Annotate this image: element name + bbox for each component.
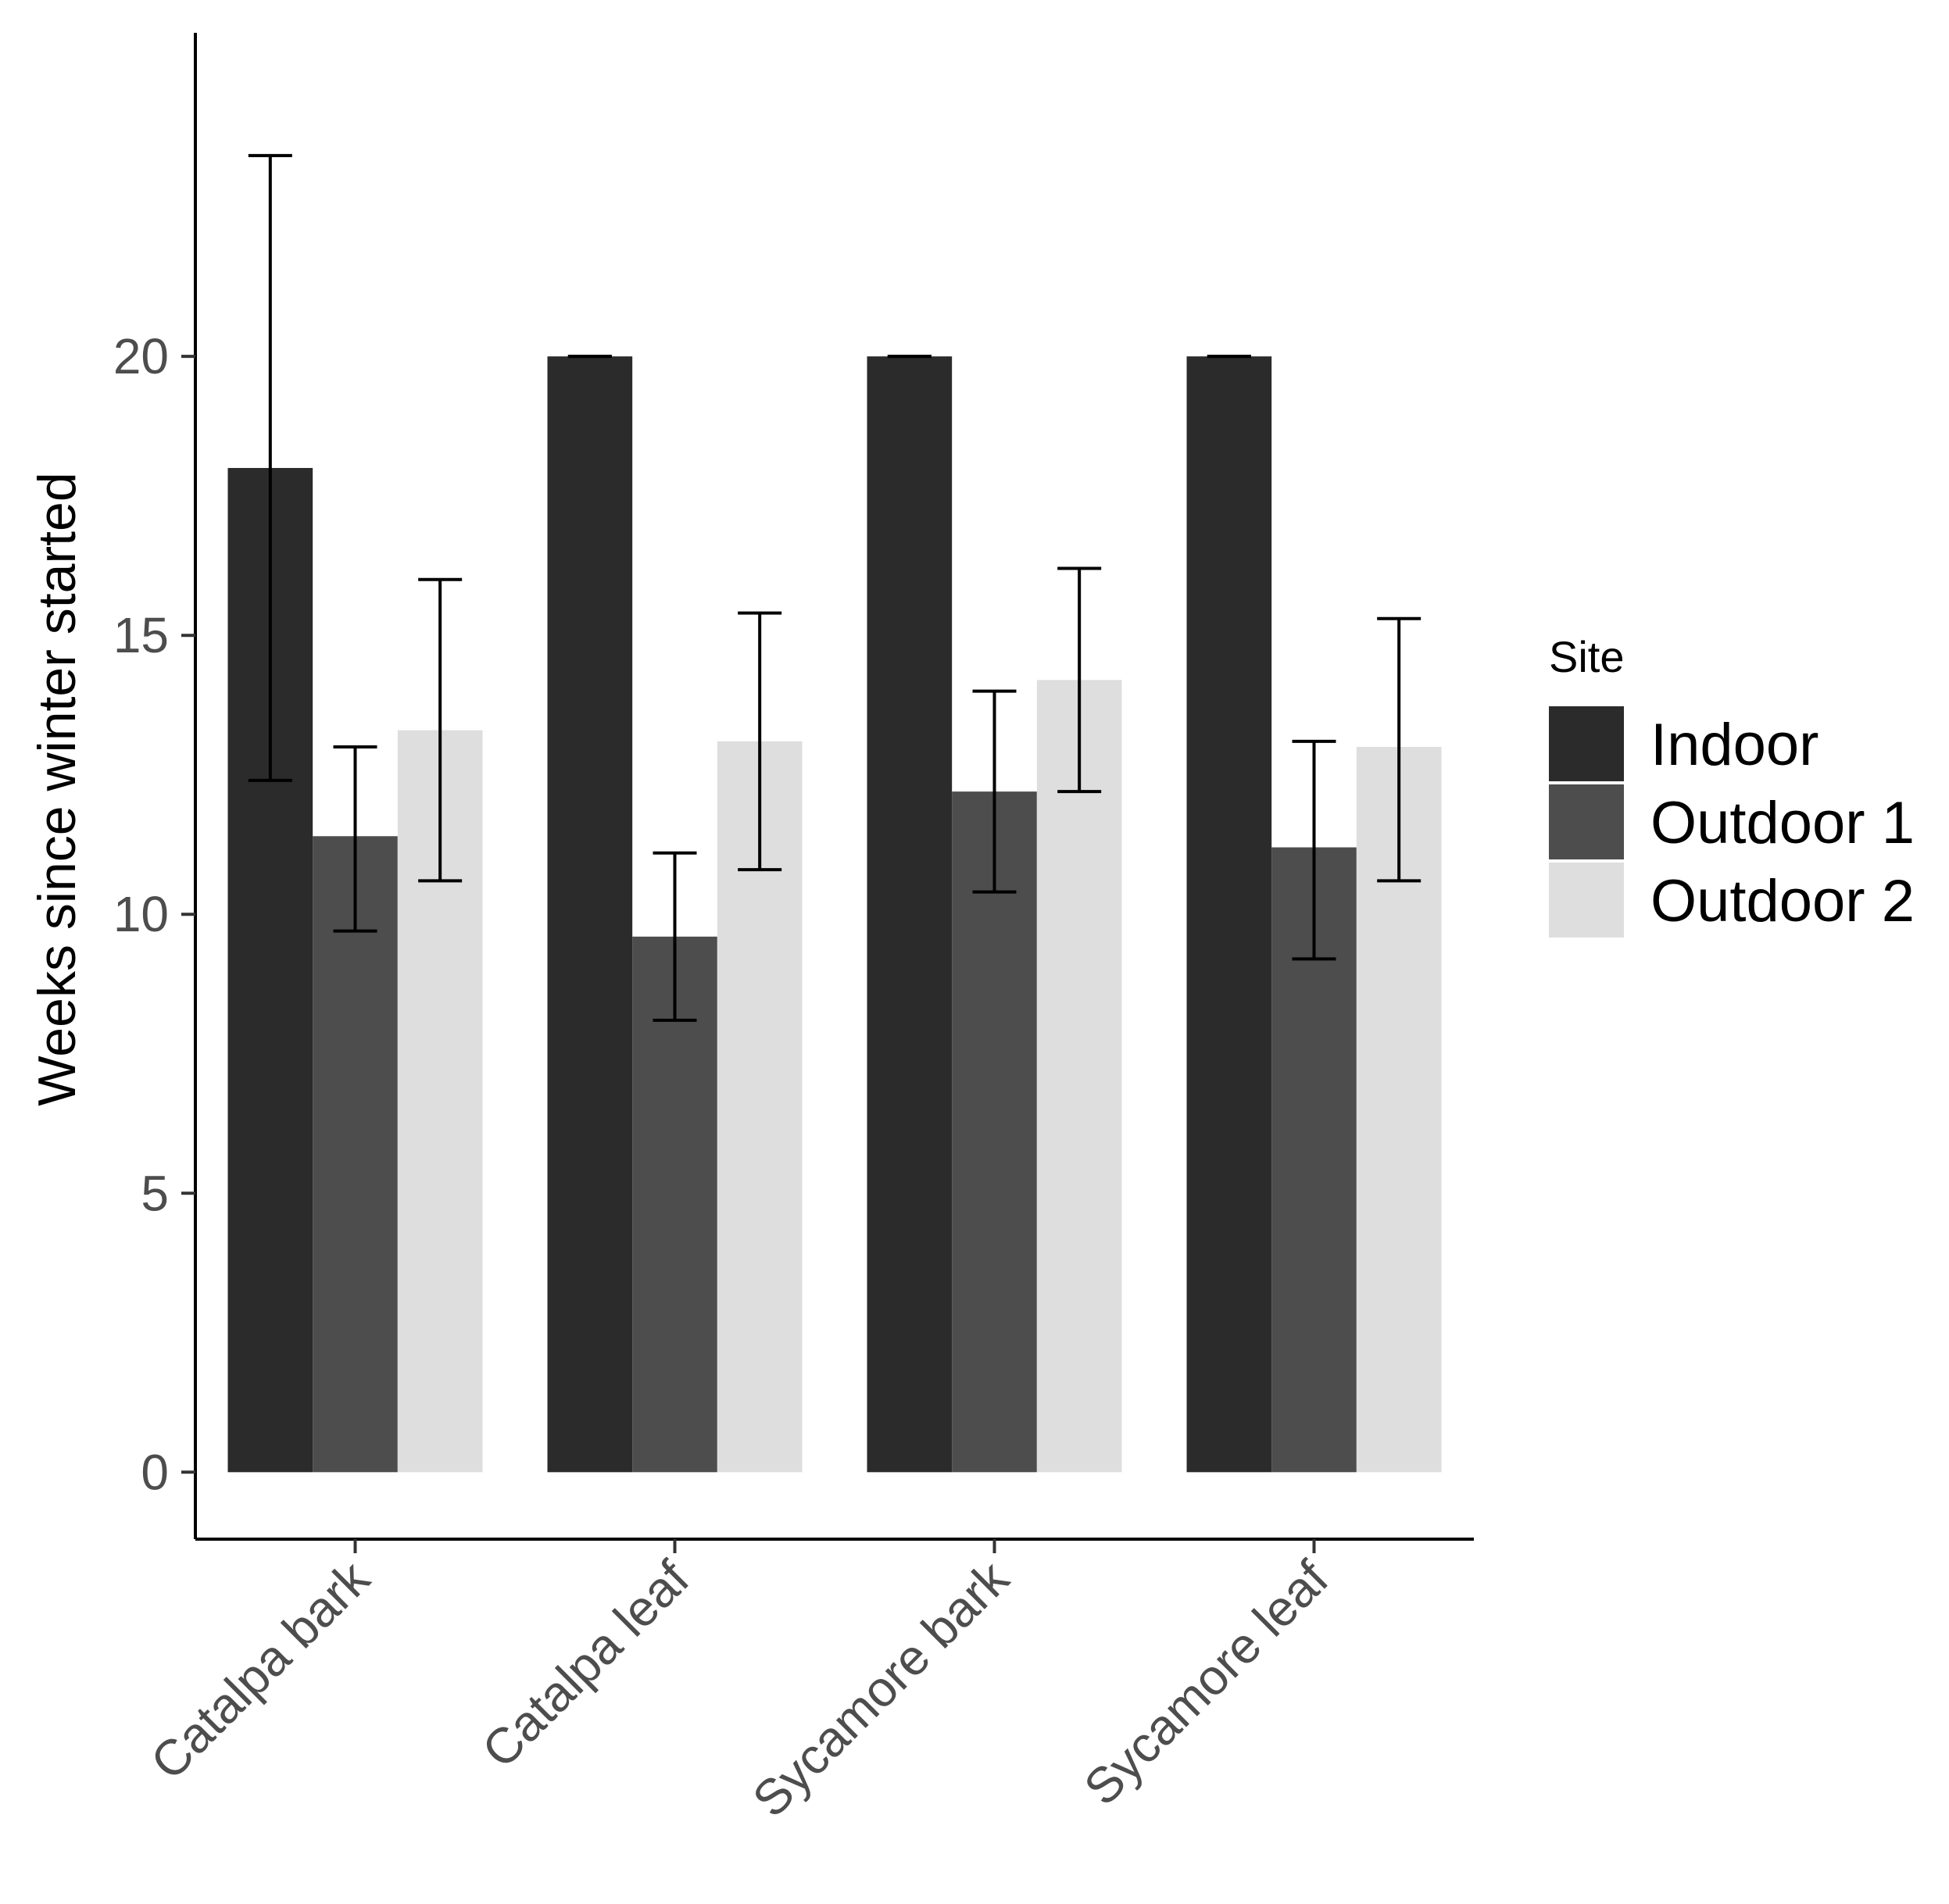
bar-catalpa-leaf-indoor <box>547 356 633 1473</box>
error-bar-catalpa-bark-outdoor-2 <box>418 577 463 883</box>
x-tick-label-sycamore-leaf: Sycamore leaf <box>1073 1550 1339 1816</box>
x-tick-label-sycamore-bark: Sycamore bark <box>742 1549 1020 1827</box>
error-bar-sycamore-bark-outdoor-1 <box>972 689 1017 894</box>
legend-key-indoor <box>1549 706 1624 781</box>
x-tick-label-catalpa-bark: Catalpa bark <box>140 1549 381 1790</box>
error-bar-catalpa-bark-indoor <box>248 154 292 782</box>
legend-label-outdoor-2: Outdoor 2 <box>1650 868 1915 934</box>
error-bar-catalpa-leaf-outdoor-2 <box>738 611 782 872</box>
y-tick-label-10: 10 <box>113 886 169 942</box>
error-bars-layer <box>248 154 1422 1022</box>
bar-catalpa-bark-outdoor-1 <box>313 836 398 1473</box>
y-tick-label-0: 0 <box>141 1444 169 1500</box>
y-tick-label-15: 15 <box>113 607 169 663</box>
bar-catalpa-leaf-outdoor-1 <box>632 936 717 1473</box>
legend-title: Site <box>1549 632 1625 681</box>
bar-sycamore-bark-indoor <box>867 356 953 1473</box>
error-bar-catalpa-bark-outdoor-1 <box>333 745 377 933</box>
bar-sycamore-bark-outdoor-1 <box>952 791 1037 1473</box>
bar-sycamore-leaf-indoor <box>1186 356 1272 1473</box>
error-bar-catalpa-leaf-outdoor-1 <box>653 851 697 1022</box>
error-bar-sycamore-bark-outdoor-2 <box>1057 566 1102 794</box>
error-bar-sycamore-leaf-outdoor-2 <box>1377 616 1422 883</box>
y-tick-label-20: 20 <box>113 328 169 384</box>
y-tick-label-5: 5 <box>141 1165 169 1221</box>
legend-label-outdoor-1: Outdoor 1 <box>1650 790 1915 856</box>
legend-key-outdoor-2 <box>1549 863 1624 938</box>
y-axis-title: Weeks since winter started <box>27 472 87 1106</box>
legend: Site Indoor Outdoor 1 Outdoor 2 <box>1549 632 1915 938</box>
error-bar-sycamore-leaf-outdoor-1 <box>1292 739 1336 961</box>
legend-label-indoor: Indoor <box>1650 712 1819 778</box>
legend-key-outdoor-1 <box>1549 784 1624 859</box>
bars-layer <box>227 356 1442 1473</box>
bar-sycamore-bark-outdoor-2 <box>1036 680 1122 1473</box>
x-tick-label-catalpa-leaf: Catalpa leaf <box>471 1550 700 1779</box>
